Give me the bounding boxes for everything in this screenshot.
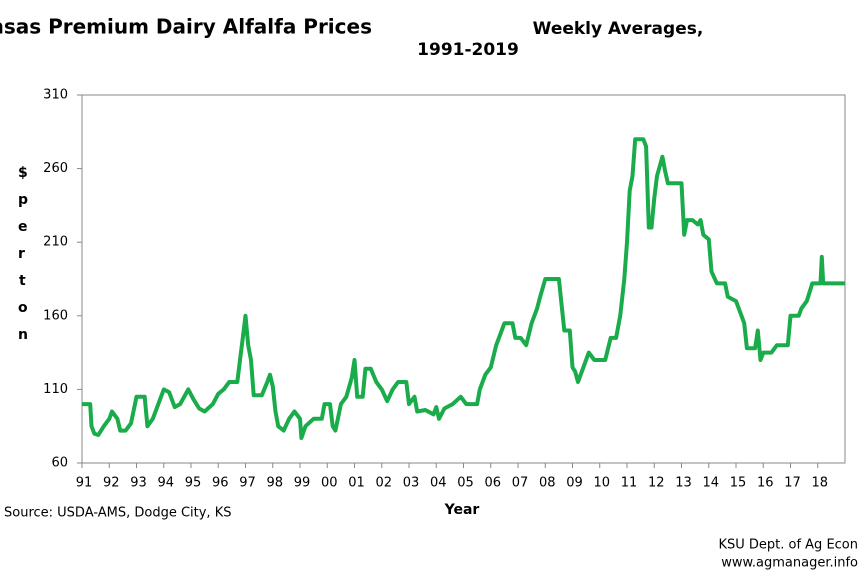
x-tick-label: 91 [76,476,93,491]
x-tick-label: 99 [294,476,311,491]
y-tick-label: 160 [43,308,68,323]
y-tick-label: 110 [43,382,68,397]
x-tick-label: 00 [321,476,338,491]
x-tick-label: 13 [675,476,692,491]
x-tick-label: 12 [648,476,665,491]
x-tick-label: 01 [348,476,365,491]
x-tick-label: 94 [157,476,174,491]
x-tick-label: 08 [539,476,556,491]
chart-subtitle: 1991-2019 [417,40,519,60]
chart-title: SW Kansas Premium Dairy Alfalfa Prices [0,15,372,39]
credit: www.agmanager.info [721,556,858,571]
x-tick-label: 98 [266,476,283,491]
source-note: Source: USDA-AMS, Dodge City, KS [4,506,231,521]
chart-subtitle: Weekly Averages, [533,19,704,39]
x-tick-label: 92 [103,476,120,491]
x-tick-label: 95 [185,476,202,491]
x-axis-label: Year [444,502,480,518]
x-tick-label: 14 [702,476,719,491]
price-line [82,137,845,440]
y-tick-label: 60 [51,456,68,471]
credit: KSU Dept. of Ag Econ [718,538,858,553]
x-tick-label: 11 [621,476,638,491]
x-tick-label: 05 [457,476,474,491]
x-tick-label: 17 [784,476,801,491]
x-tick-label: 16 [757,476,774,491]
x-tick-label: 96 [212,476,229,491]
x-tick-label: 10 [593,476,610,491]
y-tick-label: 310 [43,88,68,103]
x-tick-label: 07 [512,476,529,491]
x-tick-label: 06 [484,476,501,491]
x-tick-label: 03 [403,476,420,491]
x-tick-label: 04 [430,476,447,491]
y-tick-label: 260 [43,161,68,176]
y-tick-label: 210 [43,235,68,250]
x-tick-label: 09 [566,476,583,491]
y-axis-label: $ per ton [18,165,33,343]
x-tick-label: 02 [375,476,392,491]
x-tick-label: 15 [730,476,747,491]
x-tick-label: 93 [130,476,147,491]
x-tick-label: 18 [811,476,828,491]
x-tick-label: 97 [239,476,256,491]
